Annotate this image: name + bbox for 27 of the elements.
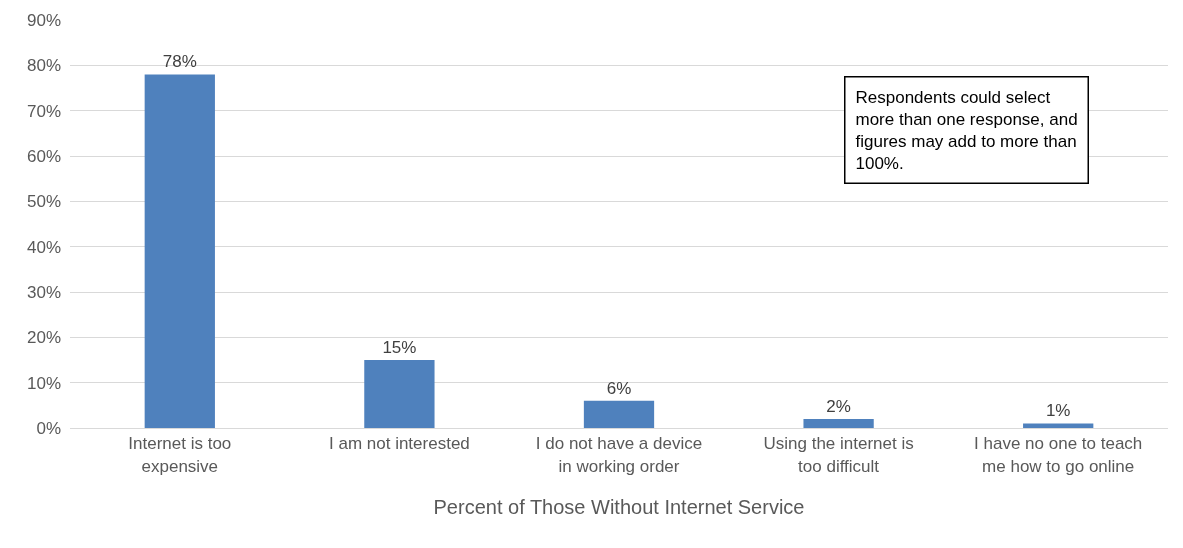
bar: [1023, 423, 1094, 428]
data-label: 15%: [382, 338, 417, 357]
y-tick-label: 60%: [26, 146, 61, 166]
x-tick-label: Internet is too expensive: [128, 434, 232, 476]
bar: [364, 360, 435, 428]
y-tick-label: 30%: [26, 282, 61, 302]
bar: [583, 400, 655, 428]
y-tick-label: 50%: [26, 192, 61, 212]
x-tick-label: I do not have a device in working order: [535, 434, 703, 476]
bar: [803, 418, 874, 428]
y-tick-label: 20%: [26, 328, 61, 348]
data-label: 78%: [162, 52, 197, 72]
annotation: Respondents could select more than one response, and figures may add to more than 100%.: [855, 87, 1078, 173]
y-tick-label: 80%: [26, 56, 61, 76]
data-label: 6%: [606, 378, 632, 398]
bar: [144, 74, 215, 428]
x-tick-label: I am not interested: [328, 434, 470, 454]
data-label: 1%: [1045, 401, 1071, 421]
x-axis-title: Percent of Those Without Internet Service: [433, 496, 805, 518]
y-tick-label: 90%: [26, 10, 61, 30]
y-tick-label: 40%: [26, 237, 61, 257]
y-tick-label: 0%: [36, 418, 61, 438]
y-tick-label: 70%: [26, 101, 61, 121]
x-tick-label: Using the internet is too difficult: [763, 434, 914, 476]
y-tick-label: 10%: [26, 373, 61, 393]
x-tick-label: I have no one to teach me how to go online: [974, 434, 1143, 476]
data-label: 2%: [826, 396, 851, 416]
